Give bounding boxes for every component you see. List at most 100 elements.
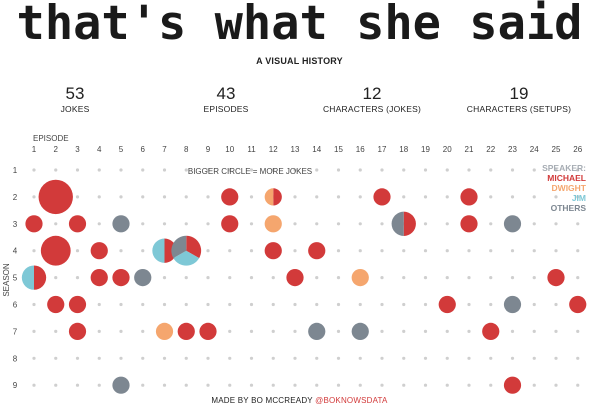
grid-dot: [423, 329, 428, 333]
grid-dot: [576, 383, 580, 387]
grid-dot: [228, 276, 232, 280]
x-tick-label: 21: [465, 145, 474, 154]
joke-point: [460, 215, 478, 233]
grid-dot: [532, 276, 536, 280]
grid-dot: [32, 249, 36, 253]
joke-point: [482, 322, 500, 340]
joke-point: [68, 215, 87, 233]
grid-dot: [271, 276, 275, 280]
grid-dot: [380, 356, 384, 360]
stat-jokes-label: JOKES: [60, 104, 90, 114]
grid-dot: [554, 383, 558, 387]
grid-dot: [293, 383, 297, 387]
grid-dot: [336, 329, 341, 333]
grid-dot: [358, 302, 362, 307]
joke-point: [351, 322, 369, 340]
grid-dot: [380, 302, 384, 307]
joke-point: [21, 265, 47, 290]
grid-dot: [402, 302, 406, 307]
grid-dot: [162, 222, 167, 226]
grid-dot: [184, 276, 188, 280]
grid-dot: [206, 222, 210, 226]
grid-dot: [119, 168, 123, 172]
grid-dot: [162, 276, 167, 280]
joke-point: [40, 235, 71, 266]
grid-dot: [336, 168, 341, 172]
x-tick-label: 8: [184, 145, 189, 154]
x-tick-label: 20: [443, 145, 452, 154]
y-tick-label: 2: [13, 193, 18, 202]
grid-dot: [249, 329, 254, 333]
grid-dot: [249, 222, 254, 226]
grid-dot: [467, 356, 471, 360]
grid-dot: [97, 222, 101, 226]
x-tick-label: 25: [552, 145, 561, 154]
grid-dot: [423, 222, 428, 226]
stat-characters-setups-label: CHARACTERS (SETUPS): [466, 104, 572, 114]
joke-point: [264, 215, 282, 233]
grid-dot: [141, 222, 145, 226]
y-tick-label: 1: [13, 166, 18, 175]
joke-point: [199, 322, 217, 340]
x-tick-label: 19: [421, 145, 430, 154]
grid-dot: [249, 195, 254, 199]
joke-point: [503, 295, 522, 314]
stat-characters-setups: 19 CHARACTERS (SETUPS): [459, 84, 579, 114]
grid-dot: [271, 329, 275, 333]
grid-dot: [32, 329, 36, 333]
grid-dot: [293, 356, 297, 360]
grid-dot: [576, 249, 580, 253]
grid-dot: [75, 168, 80, 172]
grid-dot: [184, 195, 188, 199]
grid-dot: [510, 356, 515, 360]
y-tick-label: 7: [13, 327, 18, 336]
grid-dot: [532, 383, 536, 387]
grid-dot: [54, 168, 58, 172]
grid-dot: [467, 383, 471, 387]
grid-dot: [358, 383, 362, 387]
joke-point: [547, 269, 565, 287]
joke-point: [391, 211, 416, 236]
stat-characters-jokes-value: 12: [362, 84, 382, 103]
grid-dot: [489, 195, 493, 199]
grid-dot: [510, 249, 515, 253]
grid-dot: [445, 249, 449, 253]
grid-dot: [423, 383, 428, 387]
axes: EPISODE SEASON 1 2 3 4 5 6 7 8 9 10 11 12 13 14 15 16 17…: [2, 134, 583, 390]
x-tick-label: 6: [141, 145, 146, 154]
grid-dot: [445, 168, 449, 172]
grid-dot: [184, 383, 188, 387]
legend-item-michael: MICHAEL: [547, 173, 586, 183]
grid-dot: [75, 356, 80, 360]
grid-dot: [576, 356, 580, 360]
x-tick-label: 18: [399, 145, 408, 154]
grid-dot: [532, 329, 536, 333]
grid-dot: [402, 249, 406, 253]
grid-dot: [423, 276, 428, 280]
grid-dot: [162, 383, 167, 387]
grid-dot: [423, 195, 428, 199]
grid-dot: [315, 195, 319, 199]
stat-characters-jokes-label: CHARACTERS (JOKES): [322, 104, 422, 114]
joke-point: [221, 188, 239, 206]
grid-dot: [206, 195, 210, 199]
grid-dot: [336, 249, 341, 253]
grid-dot: [380, 276, 384, 280]
grid-dot: [141, 195, 145, 199]
grid-dot: [184, 356, 188, 360]
y-tick-label: 8: [13, 354, 18, 363]
grid-dot: [293, 168, 297, 172]
grid-dot: [336, 356, 341, 360]
stat-characters-jokes: 12 CHARACTERS (JOKES): [312, 84, 432, 114]
x-tick-label: 24: [530, 145, 539, 154]
credit-line: MADE BY BO MCCREADY @BOKNOWSDATA: [0, 396, 599, 405]
joke-point: [264, 242, 282, 260]
joke-point: [38, 179, 73, 215]
grid-dot: [445, 222, 449, 226]
grid-dot: [271, 356, 275, 360]
grid-dot: [358, 222, 362, 226]
joke-point: [177, 322, 195, 340]
grid-dot: [249, 276, 254, 280]
x-tick-label: 11: [247, 145, 256, 154]
legend-title: SPEAKER:: [542, 163, 586, 173]
